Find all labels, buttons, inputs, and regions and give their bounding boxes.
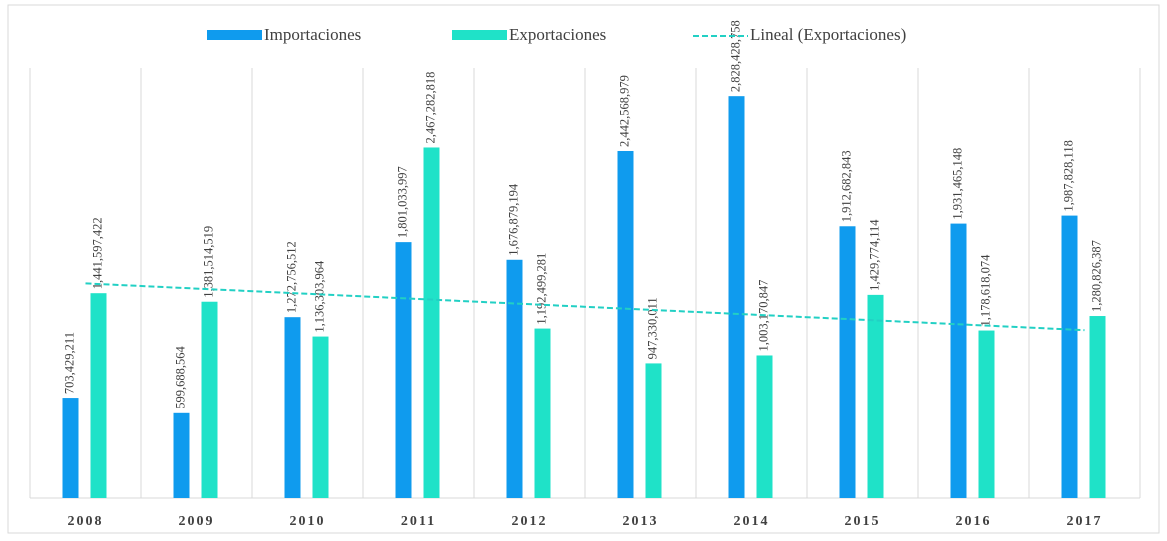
bar [90,293,107,498]
x-tick-label: 2017 [1067,514,1103,529]
value-label: 1,280,826,387 [1089,240,1103,312]
value-label: 1,429,774,114 [867,219,881,291]
bar [423,147,440,498]
legend-label: Exportaciones [509,25,606,44]
bar [173,412,190,498]
legend-swatch [452,30,507,40]
bar [867,294,884,498]
bar [201,301,218,498]
x-tick-label: 2012 [512,514,548,529]
value-label: 1,931,465,148 [950,148,964,220]
bar [839,226,856,498]
value-label: 599,688,564 [173,346,187,409]
legend-label: Lineal (Exportaciones) [750,25,906,44]
x-tick-label: 2013 [623,514,659,529]
legend-swatch [207,30,262,40]
bar [534,328,551,498]
x-tick-label: 2011 [401,514,436,529]
bar [62,398,79,498]
bar [312,336,329,498]
bar [728,96,745,498]
legend-label: Importaciones [264,25,361,44]
bar [645,363,662,498]
value-label: 703,429,211 [62,332,76,394]
value-label: 947,330,011 [645,297,659,359]
value-label: 1,441,597,422 [90,217,104,289]
x-tick-label: 2014 [734,514,770,529]
x-tick-label: 2010 [290,514,326,529]
value-label: 1,912,682,843 [839,150,853,222]
value-label: 1,178,618,074 [978,254,992,327]
value-label: 1,381,514,519 [201,226,215,298]
value-label: 1,987,828,118 [1061,140,1075,211]
bar [978,330,995,498]
x-tick-label: 2009 [179,514,215,529]
bar [1089,316,1106,498]
value-label: 2,442,568,979 [617,75,631,147]
value-label: 1,192,499,281 [534,253,548,325]
value-label: 2,828,428,758 [728,20,742,92]
x-tick-label: 2015 [845,514,881,529]
x-tick-label: 2008 [68,514,104,529]
bar [506,259,523,498]
value-label: 1,136,303,964 [312,260,326,333]
bar [950,223,967,498]
value-label: 1,801,033,997 [395,166,409,238]
value-label: 2,467,282,818 [423,72,437,144]
bar [756,355,773,498]
value-label: 1,272,756,512 [284,241,298,313]
bar [395,242,412,498]
value-label: 1,676,879,194 [506,183,520,256]
x-tick-label: 2016 [956,514,992,529]
trend-line [85,282,1085,332]
bar [1061,215,1078,498]
bar [617,150,634,498]
bar [284,317,301,498]
chart-border [7,4,1160,534]
